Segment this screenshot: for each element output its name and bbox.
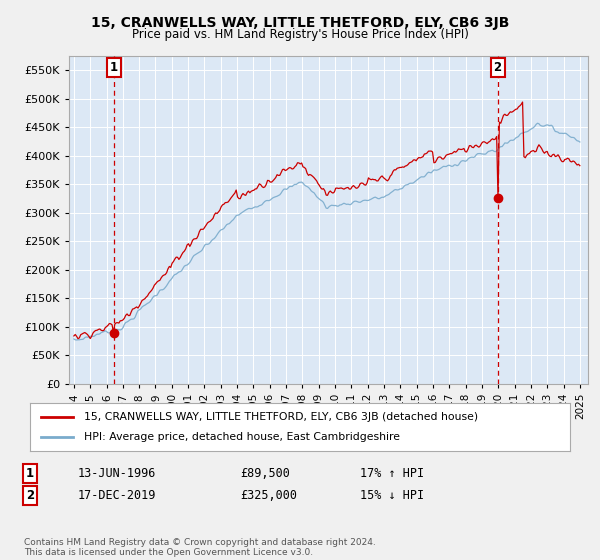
Text: 17-DEC-2019: 17-DEC-2019: [78, 489, 157, 502]
Text: HPI: Average price, detached house, East Cambridgeshire: HPI: Average price, detached house, East…: [84, 432, 400, 442]
Text: 2: 2: [494, 61, 502, 74]
Text: Price paid vs. HM Land Registry's House Price Index (HPI): Price paid vs. HM Land Registry's House …: [131, 28, 469, 41]
Text: 1: 1: [26, 466, 34, 480]
Text: 1: 1: [110, 61, 118, 74]
Text: Contains HM Land Registry data © Crown copyright and database right 2024.
This d: Contains HM Land Registry data © Crown c…: [24, 538, 376, 557]
Text: 15, CRANWELLS WAY, LITTLE THETFORD, ELY, CB6 3JB (detached house): 15, CRANWELLS WAY, LITTLE THETFORD, ELY,…: [84, 412, 478, 422]
Text: £325,000: £325,000: [240, 489, 297, 502]
Text: 2: 2: [26, 489, 34, 502]
Text: 13-JUN-1996: 13-JUN-1996: [78, 466, 157, 480]
Text: £89,500: £89,500: [240, 466, 290, 480]
Text: 15% ↓ HPI: 15% ↓ HPI: [360, 489, 424, 502]
Text: 15, CRANWELLS WAY, LITTLE THETFORD, ELY, CB6 3JB: 15, CRANWELLS WAY, LITTLE THETFORD, ELY,…: [91, 16, 509, 30]
Text: 17% ↑ HPI: 17% ↑ HPI: [360, 466, 424, 480]
